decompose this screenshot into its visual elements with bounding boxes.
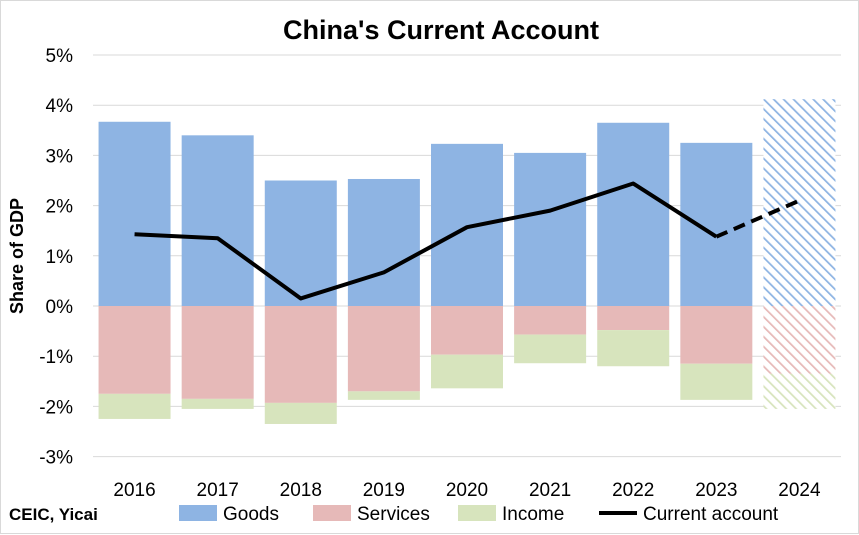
bar-income-2016: [98, 393, 171, 419]
y-axis-title: Share of GDP: [7, 198, 27, 314]
y-tick-label: 2%: [46, 197, 74, 218]
bar-income-2021: [514, 334, 587, 364]
y-tick-label: -1%: [39, 347, 73, 368]
x-tick-label: 2017: [197, 480, 239, 501]
legend-label-current-account: Current account: [643, 504, 779, 525]
bar-services-2016: [98, 306, 171, 394]
current-account-line-actual: [134, 181, 718, 301]
x-tick-label: 2020: [446, 480, 488, 501]
y-tick-label: 3%: [46, 146, 74, 167]
bar-services-2021: [514, 306, 587, 335]
chart-title: China's Current Account: [283, 15, 599, 45]
y-tick-label: -3%: [39, 448, 73, 469]
legend-swatch-income: [458, 505, 496, 521]
x-axis-ticks: 2016 2017 2018 2019 2020 2021 2022 2023 2024: [113, 480, 821, 501]
legend-swatch-goods: [179, 505, 217, 521]
bar-goods-2017: [181, 135, 254, 306]
bar-income-2018: [264, 402, 337, 424]
bars: [98, 99, 836, 424]
source-note: CEIC, Yicai: [9, 505, 98, 524]
legend: Goods Services Income Current account: [179, 504, 779, 525]
x-tick-label: 2023: [695, 480, 737, 501]
x-tick-label: 2019: [363, 480, 405, 501]
x-tick-label: 2018: [280, 480, 322, 501]
bar-services-2018: [264, 306, 337, 403]
y-tick-label: 5%: [46, 46, 74, 67]
bar-income-2022: [597, 330, 670, 367]
bar-goods-2020: [431, 143, 503, 306]
bar-income-2019: [347, 391, 420, 400]
y-tick-label: 0%: [46, 297, 74, 318]
current-account-line: [134, 181, 801, 301]
y-tick-label: -2%: [39, 397, 73, 418]
x-tick-label: 2021: [529, 480, 571, 501]
bar-income-2024: [763, 373, 836, 409]
bar-income-2017: [181, 398, 254, 409]
x-tick-label: 2022: [612, 480, 654, 501]
bar-goods-2016: [98, 121, 171, 307]
bar-services-2020: [431, 306, 503, 355]
x-tick-label: 2024: [778, 480, 821, 501]
y-tick-label: 4%: [46, 96, 74, 117]
bar-goods-2021: [514, 152, 587, 306]
bar-income-2023: [680, 363, 753, 400]
legend-label-services: Services: [357, 504, 430, 525]
legend-swatch-services: [313, 505, 351, 521]
legend-label-income: Income: [502, 504, 564, 525]
bar-services-2022: [597, 306, 670, 331]
bar-goods-2018: [264, 180, 337, 306]
bar-services-2017: [181, 306, 254, 399]
bar-services-2024: [763, 306, 836, 374]
bar-services-2023: [680, 306, 753, 364]
bar-income-2020: [431, 354, 503, 389]
current-account-line-forecast: [715, 198, 801, 239]
x-tick-label: 2016: [113, 480, 155, 501]
legend-label-goods: Goods: [223, 504, 279, 525]
y-tick-label: 1%: [46, 247, 74, 268]
bar-services-2019: [347, 306, 420, 392]
bar-goods-2019: [347, 178, 420, 306]
bar-goods-2024: [763, 99, 836, 307]
y-axis-ticks: 5% 4% 3% 2% 1% 0% -1% -2% -3%: [39, 46, 73, 469]
bar-goods-2022: [597, 122, 670, 307]
